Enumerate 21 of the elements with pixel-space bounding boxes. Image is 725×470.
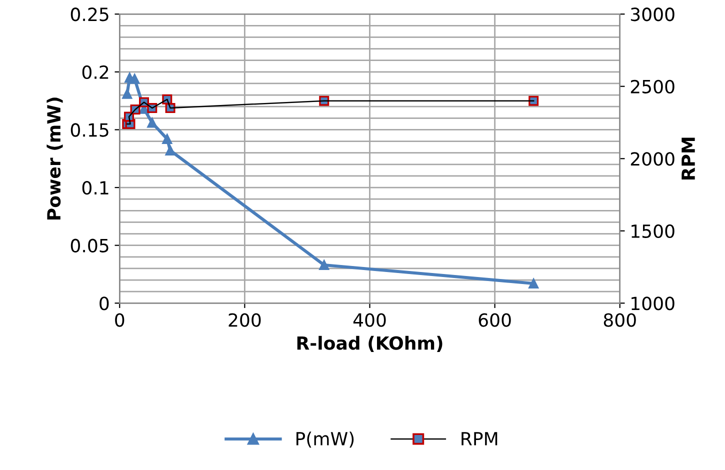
x-tick-label: 600 [478, 313, 511, 327]
y2-tick-label: 2500 [630, 80, 674, 94]
y-tick-label: 0.1 [82, 180, 108, 195]
y2-axis-title: RPM [682, 138, 695, 180]
legend-label: RPM [462, 432, 498, 446]
y-axis-title: Power (mW) [46, 98, 63, 220]
legend-label: P(mW) [296, 432, 354, 448]
y2-tick-label: 1000 [632, 296, 674, 310]
x-tick-label: 0 [115, 313, 124, 327]
y-tick-label: 0.05 [70, 238, 108, 252]
x-axis-title: R-load (KOhm) [297, 336, 442, 352]
y-tick-label: 0.15 [70, 123, 108, 137]
y2-tick-label: 2000 [630, 152, 674, 166]
x-tick-label: 800 [604, 313, 636, 327]
y2-tick-label: 3000 [630, 8, 674, 22]
y-tick-label: 0.25 [70, 8, 108, 22]
x-tick-label: 200 [228, 313, 261, 327]
y-tick-label: 0.2 [82, 65, 108, 80]
x-tick-label: 400 [353, 313, 386, 327]
y2-tick-label: 1500 [632, 224, 674, 238]
y-tick-label: 0 [100, 296, 109, 310]
